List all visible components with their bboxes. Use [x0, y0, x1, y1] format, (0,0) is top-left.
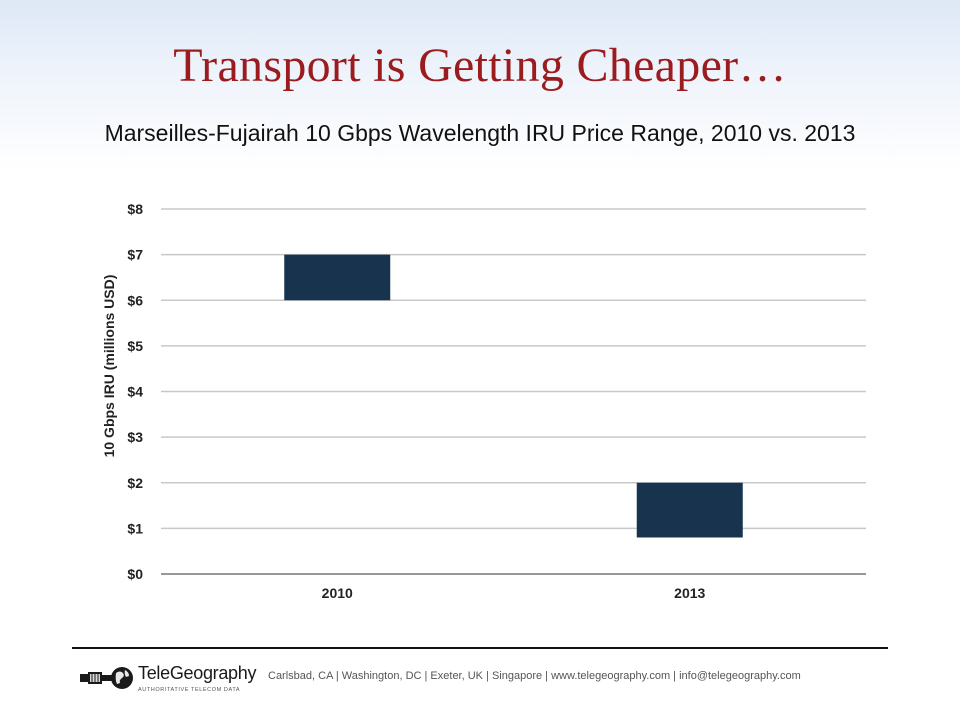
globe-icon — [80, 667, 133, 689]
y-tick-label: $4 — [127, 384, 143, 400]
logo-name: TeleGeography — [138, 663, 257, 683]
y-tick-label: $1 — [127, 520, 143, 536]
y-tick-label: $7 — [127, 247, 143, 263]
range-bar-2013 — [636, 482, 743, 538]
range-bars — [284, 254, 743, 538]
slide-title: Transport is Getting Cheaper… — [173, 39, 787, 92]
telegeography-logo[interactable]: TeleGeography AUTHORITATIVE TELECOM DATA — [78, 662, 256, 698]
gridlines — [161, 208, 866, 575]
y-tick-label: $8 — [127, 201, 143, 217]
footer-contact: Carlsbad, CA | Washington, DC | Exeter, … — [268, 670, 801, 682]
range-bar-2010 — [284, 254, 391, 301]
y-tick-label: $0 — [127, 566, 143, 582]
chart-title: Marseilles-Fujairah 10 Gbps Wavelength I… — [104, 120, 856, 146]
y-tick-labels: $0 $1 $2 $3 $4 $5 $6 $7 $8 — [127, 201, 143, 582]
x-tick-labels: 2010 2013 — [322, 585, 706, 601]
x-tick-label: 2010 — [322, 585, 353, 601]
y-tick-label: $3 — [127, 429, 143, 445]
logo-tagline: AUTHORITATIVE TELECOM DATA — [138, 687, 241, 693]
y-tick-label: $2 — [127, 475, 143, 491]
price-range-chart: $0 $1 $2 $3 $4 $5 $6 $7 $8 2010 2013 10 Gbps IRU … — [101, 201, 866, 601]
y-axis-title: 10 Gbps IRU (millions USD) — [101, 275, 117, 458]
y-tick-label: $5 — [127, 338, 143, 354]
y-tick-label: $6 — [127, 292, 143, 308]
x-tick-label: 2013 — [674, 585, 705, 601]
footer-divider — [72, 647, 888, 649]
